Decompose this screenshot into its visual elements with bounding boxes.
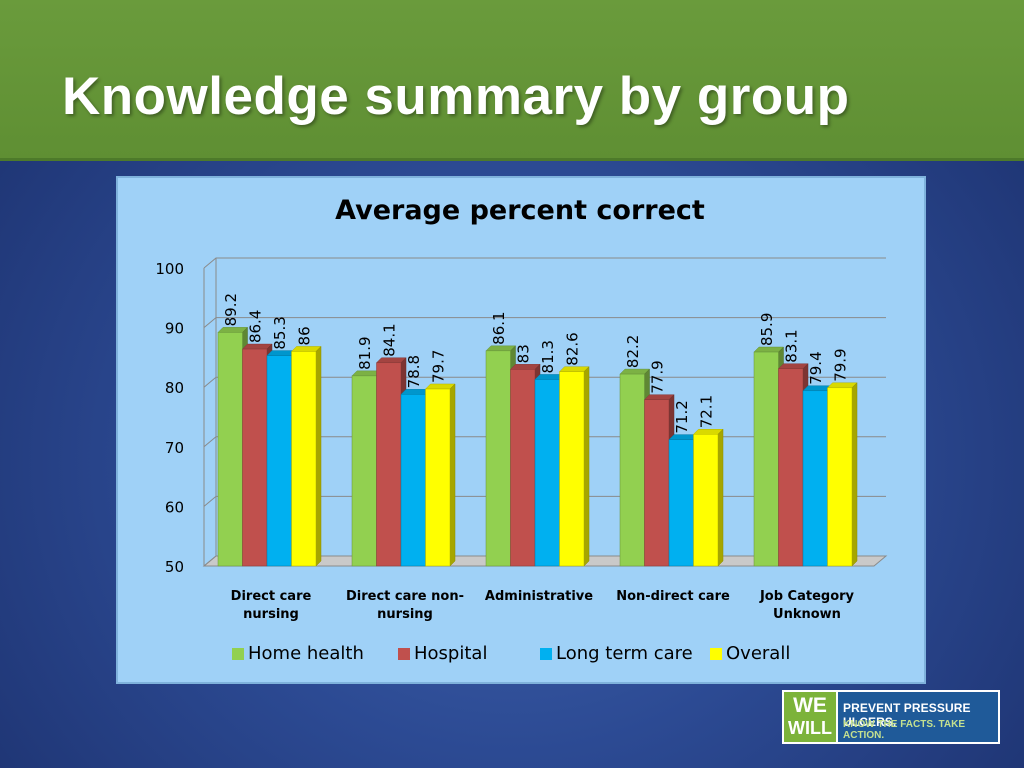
x-category-label: Direct care non- [346,589,464,604]
bar [753,351,779,567]
data-label: 82.2 [624,335,642,368]
chart-container: Average percent correct 50 60 70 80 90 100 89.2… [116,176,926,684]
we-will-logo: WE WILL PREVENT PRESSURE ULCERS. KNOW TH… [782,690,1000,744]
data-label: 83.1 [783,329,801,362]
data-label: 89.2 [222,293,240,326]
bar [534,379,560,567]
x-category-label: nursing [243,607,299,622]
data-label: 81.3 [539,340,557,373]
legend-swatch [540,648,552,660]
gridline [203,317,886,328]
data-label: 86.1 [490,311,508,344]
data-label: 86.4 [247,310,265,343]
bar-side [717,428,724,567]
gridline [203,376,886,388]
x-category-label: Administrative [485,589,593,604]
bar [668,439,694,567]
logo-will-text: WILL [788,718,832,738]
data-label: 71.2 [673,400,691,433]
legend-swatch [710,648,722,660]
bar-side [583,366,590,567]
y-tick-label: 80 [165,379,184,397]
legend-entry: Hospital [414,643,487,664]
x-category-label: Non-direct care [616,589,730,604]
chart-title: Average percent correct [335,195,705,226]
legend-entry: Overall [726,643,790,664]
logo-tagline-panel: PREVENT PRESSURE ULCERS. KNOW THE FACTS.… [838,692,998,742]
gridline [203,257,886,269]
bar [827,387,853,567]
x-category-label: nursing [377,607,433,622]
y-tick-label: 90 [165,320,184,338]
data-label: 77.9 [649,360,667,393]
bar [693,434,719,567]
bar-side [449,383,456,567]
bar [217,332,243,567]
data-label: 82.6 [564,332,582,365]
data-label: 72.1 [698,395,716,428]
logo-tagline-sub: KNOW THE FACTS. TAKE ACTION. [843,719,966,741]
bar [510,369,536,567]
bar [291,351,317,567]
data-label: 78.8 [405,355,423,388]
y-tick-label: 100 [155,260,184,278]
data-label: 85.3 [271,316,289,349]
bar [802,390,828,567]
y-tick-label: 60 [165,498,184,516]
bar [425,388,451,567]
bar [778,368,804,567]
y-tick-label: 50 [165,558,184,576]
legend-entry: Home health [248,643,364,664]
bar [619,373,645,567]
data-label: 79.9 [832,348,850,381]
bar [485,350,511,567]
legend-entry: Long term care [556,643,693,664]
legend-swatch [232,648,244,660]
logo-we-text: WE [793,694,827,717]
bar-side [315,345,322,567]
legend-swatch [398,648,410,660]
x-category-label: Direct care [231,589,312,604]
logo-badge: WE WILL [784,692,836,742]
bar [559,371,585,567]
bar [400,394,426,567]
bar [376,362,402,567]
title-banner: Knowledge summary by group [0,0,1024,161]
y-tick-label: 70 [165,439,184,457]
bar-chart: Average percent correct 50 60 70 80 90 100 89.2… [116,176,926,684]
data-label: 81.9 [356,336,374,369]
x-category-label: Job Category [759,589,855,604]
data-label: 86 [296,326,314,345]
bar-side [851,382,858,567]
data-label: 79.7 [430,350,448,383]
bar [266,355,292,567]
logo-tagline-main: PREVENT PRESSURE ULCERS. [843,701,971,729]
x-category-label: Unknown [773,607,841,622]
bar [351,375,377,567]
bar [644,399,670,567]
bar [242,348,268,567]
data-label: 84.1 [381,323,399,356]
data-label: 79.4 [807,351,825,384]
data-label: 83 [515,344,533,363]
data-label: 85.9 [758,313,776,346]
slide-title: Knowledge summary by group [62,67,850,126]
